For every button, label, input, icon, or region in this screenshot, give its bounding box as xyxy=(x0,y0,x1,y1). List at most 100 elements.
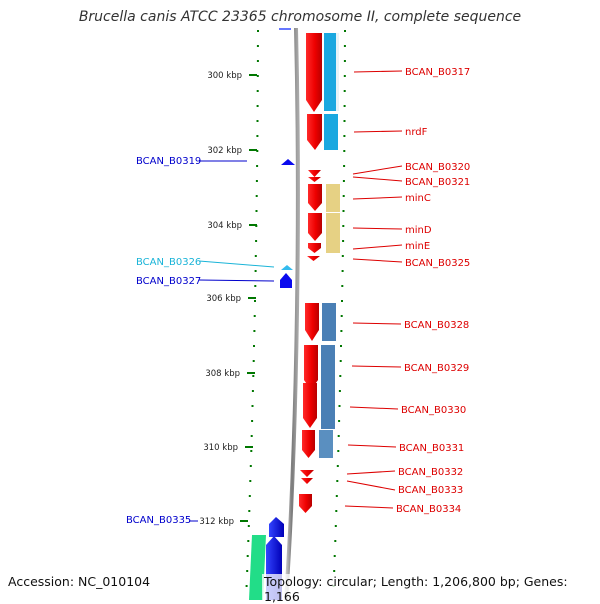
tick-dot xyxy=(343,60,346,62)
cog-bar-green xyxy=(249,535,266,600)
tick-dot xyxy=(251,405,254,407)
tick-dot xyxy=(247,525,250,527)
left-gene-labels: BCAN_B0319 BCAN_B0326 BCAN_B0327 BCAN_B0… xyxy=(126,156,201,526)
tick-dot xyxy=(246,570,249,572)
gene-arrow-BCAN_B0334 xyxy=(299,494,312,513)
tick-dot xyxy=(254,285,257,287)
gene-label-BCAN_B0320[interactable]: BCAN_B0320 xyxy=(405,162,470,173)
tick-dot xyxy=(255,210,258,212)
tick-dot xyxy=(342,225,345,227)
tick-dot xyxy=(257,30,259,32)
gene-label-BCAN_B0329[interactable]: BCAN_B0329 xyxy=(404,363,469,374)
tick-dot xyxy=(334,525,337,527)
tick-dot xyxy=(256,90,259,92)
tick-dot xyxy=(251,390,254,392)
tick-dot xyxy=(337,450,340,452)
tick-dot xyxy=(338,405,341,407)
scale-tick-304: 304 kbp xyxy=(207,221,257,231)
cog-bars xyxy=(319,33,340,458)
gene-label-minD[interactable]: minD xyxy=(405,225,432,236)
tick-dot xyxy=(254,270,257,272)
gene-label-BCAN_B0317[interactable]: BCAN_B0317 xyxy=(405,67,470,78)
accession-text: Accession: NC_010104 xyxy=(8,574,151,589)
gene-label-BCAN_B0327[interactable]: BCAN_B0327 xyxy=(136,276,201,287)
gene-arrow-BCAN_B0330 xyxy=(303,383,317,428)
tick-dot xyxy=(340,345,342,347)
tick-dot xyxy=(334,540,337,542)
gene-label-BCAN_B0330[interactable]: BCAN_B0330 xyxy=(401,405,466,416)
gene-label-BCAN_B0328[interactable]: BCAN_B0328 xyxy=(404,320,469,331)
gene-label-BCAN_B0331[interactable]: BCAN_B0331 xyxy=(399,443,464,454)
scale-tick-300: 300 kbp xyxy=(207,71,257,81)
tick-dot xyxy=(343,45,346,47)
gene-label-BCAN_B0335[interactable]: BCAN_B0335 xyxy=(126,515,191,526)
tick-dot xyxy=(255,195,258,197)
gene-arrow-minD xyxy=(308,213,322,241)
tick-dot xyxy=(341,285,344,287)
tick-dot xyxy=(333,555,336,557)
gene-arrow-BCAN_B0335 xyxy=(269,517,284,537)
scale-label: 304 kbp xyxy=(207,221,242,231)
tick-dot xyxy=(333,570,336,572)
tick-dot xyxy=(340,330,343,332)
gene-arrow-minE xyxy=(308,243,321,253)
gene-arrow-BCAN_B0325 xyxy=(307,256,320,261)
gene-arrow-nrdF xyxy=(307,114,322,150)
tick-dot xyxy=(343,165,346,167)
scale-label: 300 kbp xyxy=(207,71,242,81)
gene-arrow-BCAN_B0317 xyxy=(306,33,322,112)
gene-label-BCAN_B0326[interactable]: BCAN_B0326 xyxy=(136,257,201,268)
scale-tick-312: 312 kbp xyxy=(199,517,248,527)
tick-dot xyxy=(248,510,251,512)
tick-dot xyxy=(340,315,343,317)
tick-dot xyxy=(341,300,343,302)
scale-tick-308: 308 kbp xyxy=(205,369,255,379)
tick-dot xyxy=(256,120,259,122)
scale-tick-306: 306 kbp xyxy=(206,294,256,304)
tick-dot xyxy=(247,540,250,542)
tick-dot xyxy=(343,150,346,152)
gene-label-BCAN_B0321[interactable]: BCAN_B0321 xyxy=(405,177,470,188)
gene-label-BCAN_B0334[interactable]: BCAN_B0334 xyxy=(396,504,461,515)
gene-label-nrdF[interactable]: nrdF xyxy=(405,127,428,138)
scale-label: 302 kbp xyxy=(207,146,242,156)
tick-dot xyxy=(342,240,345,242)
tick-dot xyxy=(256,60,259,62)
tick-dot xyxy=(252,375,255,377)
tick-dot xyxy=(343,105,346,107)
tick-dot xyxy=(256,150,259,152)
tick-dot xyxy=(245,585,248,587)
tick-dot xyxy=(335,495,338,497)
gene-label-BCAN_B0319[interactable]: BCAN_B0319 xyxy=(136,156,201,167)
tick-dot xyxy=(338,390,341,392)
forward-genes xyxy=(299,33,322,513)
tick-dot xyxy=(343,135,346,137)
tick-dot xyxy=(341,270,344,272)
tick-dot xyxy=(249,480,252,482)
left-leader-lines xyxy=(189,160,275,522)
map-title: Brucella canis ATCC 23365 chromosome II,… xyxy=(78,9,522,25)
scale-tick-302: 302 kbp xyxy=(207,146,257,156)
gene-label-minE[interactable]: minE xyxy=(405,241,430,252)
cog-bar-khaki xyxy=(326,184,340,212)
gene-label-BCAN_B0332[interactable]: BCAN_B0332 xyxy=(398,467,463,478)
scale-label: 310 kbp xyxy=(203,443,238,453)
tick-dot xyxy=(254,300,256,302)
scale-bar: 300 kbp 302 kbp 304 kbp 306 kbp 308 kbp … xyxy=(199,71,257,527)
tick-dot xyxy=(248,495,251,497)
tick-dot xyxy=(336,480,339,482)
gene-arrow-BCAN_B0333 xyxy=(301,478,313,484)
right-gene-labels: BCAN_B0317 nrdF BCAN_B0320 BCAN_B0321 mi… xyxy=(396,67,470,515)
gene-arrow-BCAN_B0319 xyxy=(281,159,295,165)
gene-arrow-BCAN_B0328 xyxy=(305,303,319,341)
tick-dot xyxy=(342,210,345,212)
tick-dot xyxy=(339,360,342,362)
gene-label-BCAN_B0325[interactable]: BCAN_B0325 xyxy=(405,258,470,269)
tick-dot xyxy=(343,90,346,92)
genome-summary-text: Topology: circular; Length: 1,206,800 bp… xyxy=(262,574,600,604)
gene-label-minC[interactable]: minC xyxy=(405,193,431,204)
gene-label-BCAN_B0333[interactable]: BCAN_B0333 xyxy=(398,485,463,496)
cog-bar-blue xyxy=(324,114,338,150)
gene-arrow-top-partial xyxy=(279,28,291,30)
